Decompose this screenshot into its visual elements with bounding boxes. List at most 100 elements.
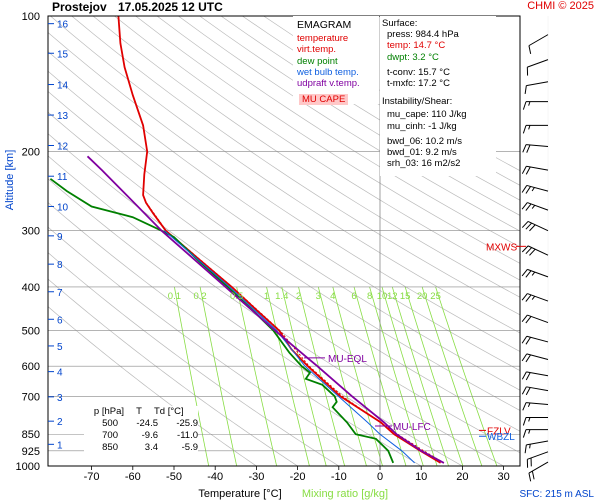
mixing-ratio-label: 25 — [430, 291, 441, 302]
wind-barb — [521, 268, 549, 278]
legend: EMAGRAM temperature virt.temp. dew point… — [293, 16, 379, 106]
dry-adiabat — [50, 16, 520, 334]
pressure-tick-label: 300 — [22, 226, 40, 238]
dry-adiabat — [135, 16, 520, 264]
dry-adiabat — [114, 16, 520, 281]
dry-adiabat — [199, 16, 520, 216]
dry-adiabat — [48, 51, 520, 371]
bwd01-value: bwd_01: 9.2 m/s — [387, 147, 457, 159]
wind-barb-staff — [528, 34, 549, 47]
t-conv: t-conv: 15.7 °C — [387, 66, 450, 78]
dry-adiabat — [48, 252, 339, 466]
altitude-tick-label: 7 — [57, 288, 63, 299]
wind-barb — [528, 461, 549, 482]
wind-barb-flag — [521, 353, 528, 362]
temperature-tick-label: -10 — [331, 471, 347, 483]
temperature-tick-label: -30 — [248, 471, 264, 483]
t-mxfc: t-mxfc: 17.2 °C — [387, 78, 450, 90]
wind-barb — [526, 59, 549, 76]
table-cell: -11.0 — [177, 430, 198, 441]
dry-adiabat — [156, 16, 520, 248]
table-cell: 850 — [102, 442, 118, 453]
wind-barb-flag — [521, 221, 529, 228]
wind-barb — [526, 451, 549, 468]
wind-barb — [521, 335, 549, 345]
series-wet-bulb-temp — [164, 230, 415, 464]
wind-barb-half — [528, 125, 531, 130]
altitude-tick-label: 6 — [57, 315, 63, 326]
wind-barb-flag — [522, 125, 527, 134]
wind-barb — [521, 314, 549, 324]
altitude-tick-label: 9 — [57, 232, 63, 243]
wind-barb-flag — [529, 224, 536, 232]
pressure-tick-label: 1000 — [16, 461, 40, 473]
wind-barb-flag — [525, 270, 532, 278]
mixing-ratio-label: 1 — [264, 291, 269, 302]
wind-barb-half — [531, 271, 536, 276]
series-virt-temp — [145, 202, 445, 464]
table-cell: -9.6 — [141, 430, 158, 441]
wind-barb-flag — [522, 429, 527, 438]
wind-barb — [521, 184, 549, 194]
legend-item-dew-point: dew point — [297, 55, 338, 67]
dry-adiabat — [92, 16, 520, 298]
mixing-ratio-label: 20 — [417, 291, 428, 302]
y-axis-label-altitude: Altitude [km] — [4, 150, 16, 211]
table-cell: 3.4 — [144, 442, 158, 453]
wind-barb — [521, 293, 549, 302]
wind-barb — [522, 144, 549, 153]
wind-barb — [522, 429, 548, 438]
temperature-tick-label: 30 — [497, 471, 509, 483]
altitude-tick-label: 4 — [57, 368, 63, 379]
dry-adiabat — [48, 278, 298, 466]
pressure-tick-label: 200 — [22, 146, 40, 158]
wind-barb — [521, 220, 549, 232]
wind-barb — [522, 402, 549, 411]
wind-barb-flag — [522, 402, 527, 411]
legend-mu-cape-tag: MU CAPE — [299, 94, 349, 106]
wind-barb-flag — [525, 336, 531, 345]
wind-barb-flag — [521, 202, 528, 210]
wind-barb — [522, 101, 548, 110]
temperature-tick-label: -70 — [84, 471, 100, 483]
temperature-tick-label: 0 — [377, 471, 383, 483]
wind-barb-half — [531, 204, 536, 209]
dry-adiabat — [178, 16, 520, 232]
mixing-ratio-label: 10 — [377, 291, 388, 302]
wind-barb-flag — [524, 85, 527, 94]
wind-barb-flag — [525, 316, 532, 324]
table-header: p [hPa] T Td [°C] — [84, 406, 198, 418]
table-cell: -5.9 — [181, 442, 198, 453]
wind-barb-flag — [526, 144, 531, 153]
wind-barb-staff — [527, 314, 549, 324]
station-name: Prostejov — [52, 0, 107, 14]
wind-barb-staff — [527, 293, 549, 302]
table-cell: 700 — [102, 430, 118, 441]
mxws-label: MXWS — [486, 242, 517, 253]
dry-adiabat — [48, 111, 520, 432]
mixing-ratio-label: 3 — [316, 291, 321, 302]
wind-barb-flag — [521, 293, 528, 301]
altitude-tick-label: 11 — [57, 172, 68, 183]
wind-barb-flag — [525, 354, 531, 363]
wind-barb-half — [528, 429, 531, 434]
wind-barb-half — [531, 295, 536, 300]
wind-barb — [521, 371, 549, 381]
wind-barb — [528, 34, 549, 54]
fzlv-label: FZLV — [487, 426, 511, 437]
wind-barb-flag — [521, 269, 528, 277]
wind-barb-flag — [522, 101, 527, 110]
wind-barb-flag — [521, 185, 528, 193]
wind-barb-half — [531, 187, 535, 192]
pressure-tick-label: 600 — [22, 361, 40, 373]
table-cell: -25.9 — [176, 418, 198, 429]
temperature-tick-label: 20 — [456, 471, 468, 483]
copyright: CHMI © 2025 — [527, 0, 594, 12]
altitude-tick-label: 16 — [57, 20, 69, 31]
pressure-tick-label: 850 — [22, 429, 40, 441]
table-cell: 500 — [102, 418, 118, 429]
dry-adiabat — [220, 16, 520, 201]
table-header-p: p [hPa] — [93, 406, 124, 417]
wind-barb-flag — [528, 45, 532, 54]
